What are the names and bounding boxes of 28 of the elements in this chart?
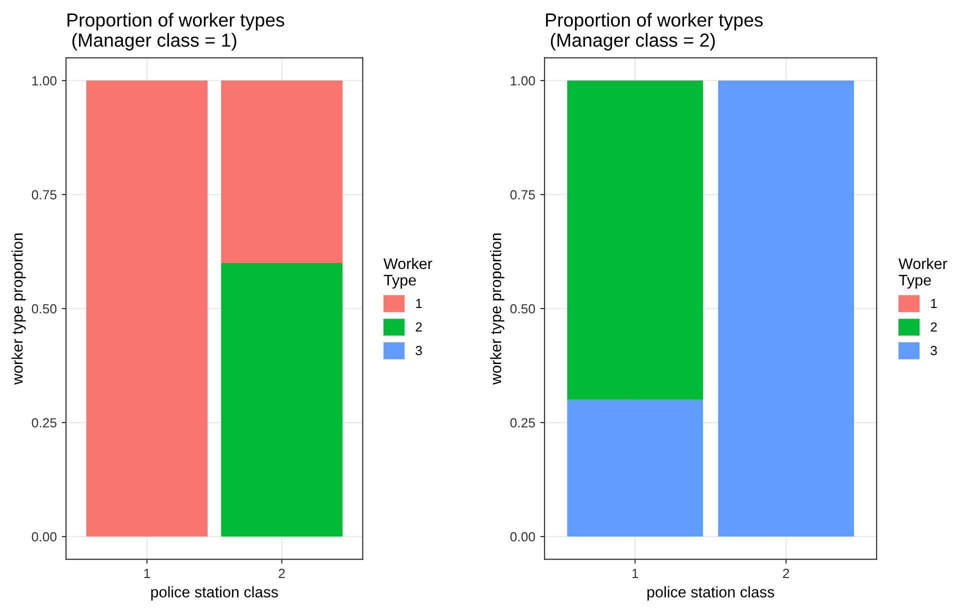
legend-title: Worker Type [384,258,432,289]
y-axis-title: worker type proportion [490,234,504,385]
legend-label: 2 [930,322,937,332]
y-tick-label: 0.50 [32,304,56,314]
y-tick-label: 0.00 [510,532,535,542]
legend-label: 1 [931,298,937,308]
y-tick-label: 0.25 [32,418,56,428]
x-axis-title: police station class [151,586,278,600]
x-axis-title: police station class [647,586,774,600]
legend-label: 2 [416,322,422,332]
legend-label: 3 [930,346,937,356]
x-tick-label: 1 [632,568,638,578]
y-tick-label: 1.00 [510,76,535,86]
x-tick-label: 2 [783,568,790,578]
legend-title: Worker Type [898,258,948,289]
chart-title: Proportion of worker types (Manager class = 1) [68,12,284,51]
y-tick-label: 0.25 [510,418,535,428]
y-tick-label: 0.50 [510,304,535,314]
x-tick-label: 1 [144,568,150,578]
y-tick-label: 0.00 [32,532,56,542]
legend-label: 3 [416,346,422,356]
y-axis-title: worker type proportion [12,234,26,385]
y-tick-label: 0.75 [32,190,56,200]
y-tick-label: 1.00 [32,76,56,86]
y-tick-label: 0.75 [510,190,535,200]
x-tick-label: 2 [278,568,285,578]
legend-label: 1 [416,298,422,308]
chart-title: Proportion of worker types (Manager class = 2) [546,12,763,51]
